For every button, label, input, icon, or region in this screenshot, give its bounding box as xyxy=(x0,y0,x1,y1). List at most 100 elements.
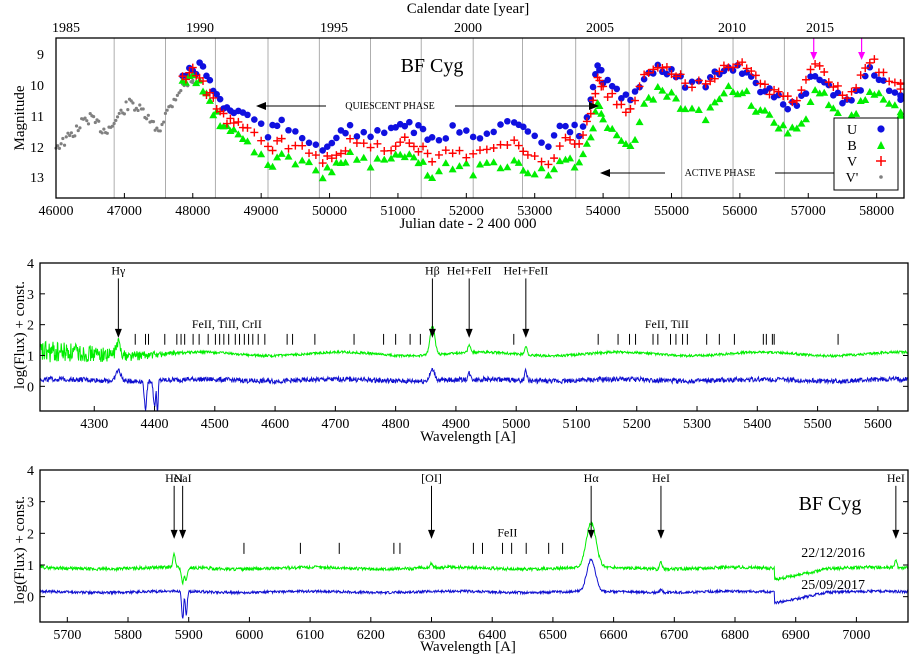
x-tick: 6000 xyxy=(235,628,263,643)
u-point xyxy=(360,128,368,136)
u-point xyxy=(367,133,374,141)
quiescent-phase-label: QUIESCENT PHASE xyxy=(345,101,435,112)
u-point xyxy=(504,117,511,125)
vprime-point xyxy=(191,81,195,85)
u-point xyxy=(640,75,648,83)
u-point xyxy=(579,123,587,130)
v-point xyxy=(346,134,355,143)
b-point xyxy=(409,153,418,161)
b-point xyxy=(599,115,608,123)
x-tick: 4300 xyxy=(80,417,108,432)
b-point xyxy=(724,82,733,90)
y-tick: 10 xyxy=(30,79,44,94)
v-point xyxy=(482,145,491,154)
v-point xyxy=(291,141,300,150)
b-point xyxy=(635,118,644,126)
b-point xyxy=(566,154,575,162)
vprime-point xyxy=(68,133,72,138)
x-tick: 48000 xyxy=(175,204,210,219)
u-point xyxy=(589,83,597,91)
b-point xyxy=(579,150,588,158)
b-point xyxy=(510,156,519,164)
v-point xyxy=(833,81,842,90)
v-point xyxy=(318,159,327,168)
v-point xyxy=(788,98,797,107)
vprime-point xyxy=(112,121,116,126)
v-point xyxy=(476,146,484,155)
v-point xyxy=(824,78,833,87)
v-point xyxy=(441,146,450,155)
x-tick: 6700 xyxy=(660,628,688,643)
b-point xyxy=(291,160,300,168)
u-point xyxy=(401,122,409,130)
u-point xyxy=(285,126,292,134)
b-point xyxy=(672,94,681,102)
line-group-label: FeII, TiII xyxy=(645,317,689,331)
vprime-point xyxy=(86,122,91,126)
outburst-arrowhead xyxy=(810,52,818,60)
b-point xyxy=(603,124,612,132)
vprime-point xyxy=(64,135,68,139)
flux-axis-label: log(Flux) + const. xyxy=(12,496,28,604)
y-tick: 0 xyxy=(27,591,34,606)
u-point xyxy=(866,63,874,71)
v-point xyxy=(599,82,608,91)
b-point xyxy=(318,174,327,182)
b-point xyxy=(257,150,266,158)
b-point xyxy=(346,147,355,155)
v-point xyxy=(268,146,277,155)
v-point xyxy=(284,144,293,153)
b-point xyxy=(824,101,833,109)
v-point xyxy=(510,136,519,145)
vprime-point xyxy=(78,126,82,130)
line-group-label: FeII xyxy=(497,526,517,540)
flux-tick-labels: 0 1 2 3 4 xyxy=(27,464,908,606)
year-tick: 1995 xyxy=(320,21,348,36)
v-point xyxy=(209,93,218,102)
u-point xyxy=(550,132,558,139)
u-point xyxy=(251,116,258,123)
date-label-green: 22/12/2016 xyxy=(801,546,865,561)
u-point xyxy=(380,129,388,137)
b-point xyxy=(667,88,676,96)
v-point xyxy=(566,135,575,144)
v-point xyxy=(783,92,792,101)
v-point xyxy=(838,91,847,100)
y-tick: 4 xyxy=(27,257,34,272)
spectral-line-label: Hα xyxy=(584,471,600,485)
legend-vprime-label: V' xyxy=(846,171,859,186)
star-name-title: BF Cyg xyxy=(799,493,862,515)
year-tick: 2000 xyxy=(454,21,482,36)
v-point xyxy=(591,89,600,98)
y-tick: 2 xyxy=(27,527,34,542)
year-tick: 2010 xyxy=(718,21,746,36)
u-point xyxy=(566,128,574,136)
line-arrowhead xyxy=(465,328,473,338)
v-point xyxy=(676,70,685,79)
b-point xyxy=(719,89,728,97)
v-point xyxy=(243,123,252,132)
x-tick: 4500 xyxy=(201,417,229,432)
b-point xyxy=(277,149,286,157)
x-tick: 5400 xyxy=(743,417,771,432)
u-point xyxy=(622,91,630,98)
u-point xyxy=(752,79,760,87)
y-tick: 1 xyxy=(27,350,34,365)
v-point xyxy=(428,157,437,166)
wavelength-axis-label: Wavelength [A] xyxy=(420,639,516,655)
b-point xyxy=(229,125,238,133)
u-point xyxy=(483,130,491,138)
line-arrowhead xyxy=(170,529,178,539)
b-point xyxy=(400,153,409,161)
x-tick: 5300 xyxy=(683,417,711,432)
v-point xyxy=(885,77,894,86)
u-point xyxy=(802,90,810,97)
plot-frame xyxy=(39,469,909,623)
b-point xyxy=(779,121,788,129)
b-point xyxy=(273,153,282,161)
vprime-point xyxy=(165,108,169,112)
b-point xyxy=(640,99,649,107)
b-point xyxy=(820,88,829,96)
u-point xyxy=(885,87,893,95)
